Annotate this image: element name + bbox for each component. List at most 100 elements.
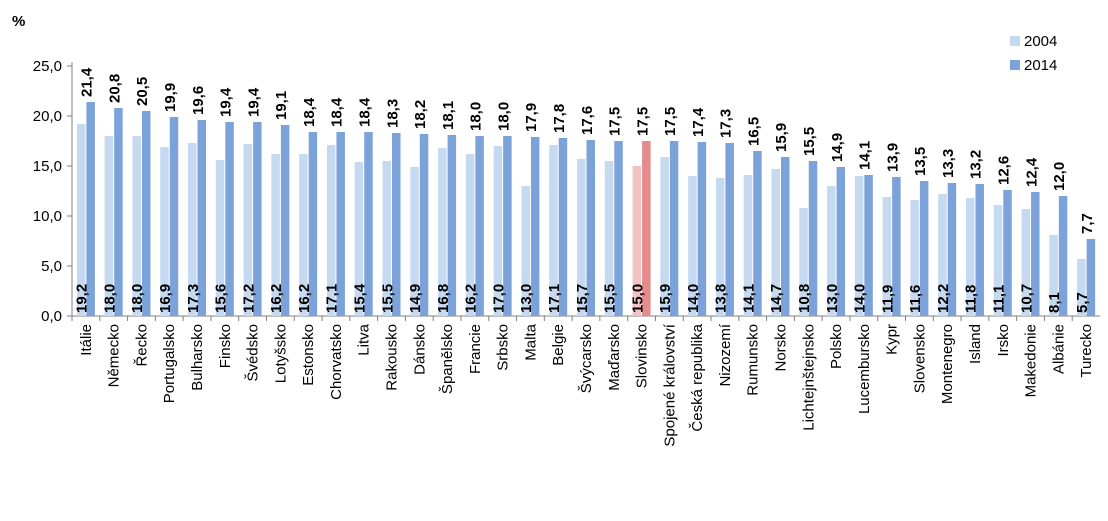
bar-2014 <box>808 161 818 316</box>
bar-2004 <box>688 176 697 316</box>
value-label-2014: 12,0 <box>1051 162 1068 191</box>
bar-2004 <box>382 161 392 316</box>
value-label-2004: 15,9 <box>657 284 674 313</box>
bar-2014 <box>753 151 762 316</box>
value-label-2014: 15,9 <box>773 123 790 152</box>
category-label: Malta <box>522 323 539 360</box>
category-label: Finsko <box>217 324 234 368</box>
value-label-2014: 17,3 <box>718 109 735 138</box>
value-label-2004: 11,6 <box>907 285 924 313</box>
value-label-2004: 5,7 <box>1074 292 1091 313</box>
value-label-2004: 10,7 <box>1018 284 1035 313</box>
bar-2014 <box>558 138 568 316</box>
value-label-2004: 14,0 <box>852 284 869 313</box>
bar-2004 <box>1077 259 1086 316</box>
y-tick-label: 25,0 <box>33 58 62 75</box>
bar-2004 <box>76 124 86 316</box>
bar-2014 <box>86 102 95 316</box>
category-label: Maďarsko <box>606 324 623 391</box>
bar-2004 <box>299 154 308 316</box>
bar-2014 <box>114 108 123 316</box>
bar-2014 <box>975 184 984 316</box>
value-label-2004: 11,8 <box>963 285 980 313</box>
bar-2014 <box>1086 239 1096 316</box>
bar-2014 <box>419 134 429 316</box>
value-label-2004: 14,1 <box>740 284 757 313</box>
value-label-2004: 11,9 <box>879 285 896 313</box>
y-tick-label: 10,0 <box>33 208 62 225</box>
y-tick-label: 20,0 <box>33 108 62 125</box>
value-label-2004: 13,0 <box>518 284 535 313</box>
value-label-2004: 15,4 <box>351 283 368 313</box>
legend-swatch-2014 <box>1010 60 1020 70</box>
value-label-2014: 19,1 <box>273 91 290 120</box>
value-label-2004: 19,2 <box>74 284 91 313</box>
value-label-2004: 14,0 <box>685 284 702 313</box>
bar-2004 <box>938 194 947 316</box>
bar-2004 <box>965 198 975 316</box>
bar-2004 <box>715 178 725 316</box>
value-label-2004: 16,2 <box>296 284 313 313</box>
value-label-2004: 14,7 <box>768 284 785 313</box>
value-label-2014: 13,9 <box>884 143 901 172</box>
category-label: Dánsko <box>411 324 428 375</box>
value-label-2014: 17,6 <box>579 106 596 135</box>
y-axis: 0,0 5,0 10,0 15,0 20,0 25,0 <box>33 58 1100 325</box>
category-label: Francie <box>467 324 484 374</box>
value-label-2014: 15,5 <box>801 127 818 156</box>
category-label: Chorvatsko <box>328 324 345 400</box>
bar-2014 <box>780 157 790 316</box>
bar-2004 <box>243 144 253 316</box>
bar-2014 <box>586 140 595 316</box>
value-label-2004: 13,0 <box>824 284 841 313</box>
value-label-2014: 18,0 <box>495 102 512 131</box>
bar-2014 <box>947 183 957 316</box>
bar-2014 <box>892 177 901 316</box>
value-label-2014: 18,4 <box>356 97 373 127</box>
bar-2014 <box>725 143 734 316</box>
bar-2014 <box>197 120 207 316</box>
bar-2014 <box>836 167 846 316</box>
value-label-2004: 8,1 <box>1046 292 1063 313</box>
bar-2014 <box>1003 190 1012 316</box>
category-label: Kypr <box>884 324 901 355</box>
bar-2014 <box>336 132 345 316</box>
legend-swatch-2004 <box>1010 36 1020 46</box>
value-label-2014: 19,6 <box>190 86 207 115</box>
value-label-2004: 10,8 <box>796 284 813 313</box>
value-label-2014: 13,5 <box>912 147 929 176</box>
category-label: Lotyšsko <box>272 324 289 383</box>
value-label-2014: 20,8 <box>106 74 123 103</box>
bar-2004 <box>104 136 114 316</box>
category-label: Irsko <box>995 324 1012 357</box>
bar-2014 <box>669 141 679 316</box>
bar-2004 <box>160 147 169 316</box>
bar-2004 <box>660 157 669 316</box>
bar-2014 <box>697 142 707 316</box>
category-label: Itálie <box>78 324 95 356</box>
bar-2014 <box>864 175 873 316</box>
category-label: Bulharsko <box>189 324 206 391</box>
value-label-2014: 18,4 <box>329 97 346 127</box>
value-label-2014: 7,7 <box>1079 213 1096 234</box>
legend: 2004 2014 <box>1010 33 1057 74</box>
bar-2004 <box>521 186 530 316</box>
value-label-2014: 18,3 <box>384 99 401 128</box>
category-label: Belgie <box>550 324 567 366</box>
bar-2014 <box>475 136 484 316</box>
bar-2014 <box>614 141 623 316</box>
value-label-2004: 16,8 <box>435 284 452 313</box>
value-label-2014: 21,4 <box>79 67 96 97</box>
bar-2014 <box>392 133 401 316</box>
value-label-2014: 13,2 <box>968 150 985 179</box>
category-label: Spojené království <box>661 323 678 446</box>
bar-2004 <box>1021 209 1031 316</box>
category-label: Makedonie <box>1023 324 1040 397</box>
value-label-2004: 12,2 <box>935 284 952 313</box>
value-label-2004: 16,9 <box>157 284 174 313</box>
value-label-2004: 17,1 <box>546 284 563 313</box>
category-label: Island <box>967 324 984 364</box>
y-tick-label: 15,0 <box>33 158 62 175</box>
